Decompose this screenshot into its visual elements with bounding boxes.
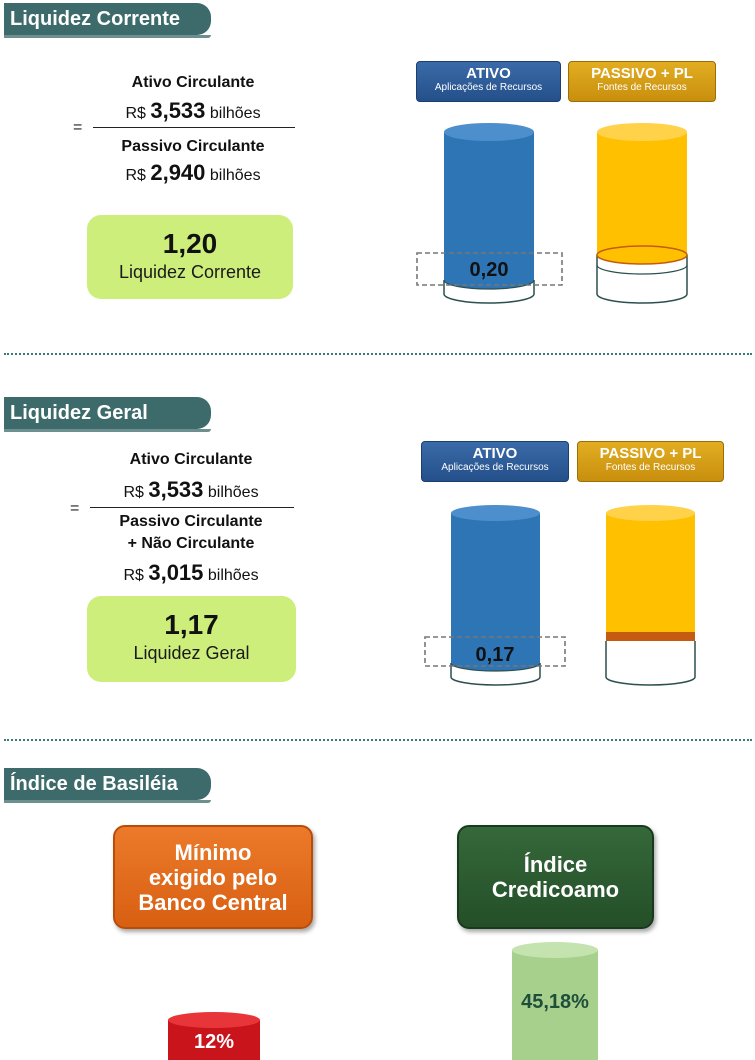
passivo-header: PASSIVO + PL Fontes de Recursos [568, 61, 716, 102]
result-value: 1,20 [162, 228, 218, 259]
minimo-cylinder: 12% [168, 1012, 260, 1060]
result-caption: Liquidez Corrente [118, 262, 262, 282]
ativo-title: ATIVO [472, 445, 518, 462]
unit-label: bilhões [209, 167, 261, 184]
denominator-label-2: + Não Circulante [127, 535, 255, 552]
ativo-cylinder [450, 505, 541, 686]
currency-prefix: R$ [123, 484, 144, 501]
denominator-label-1: Passivo Circulante [119, 513, 263, 530]
surplus-label: 0,17 [476, 644, 515, 666]
liquidez-geral-cylinders: 0,17 [424, 505, 696, 686]
surplus-dashed-box [416, 252, 563, 286]
fraction-line [90, 507, 294, 508]
passivo-cylinder [596, 123, 688, 304]
ativo-header: ATIVO Aplicações de Recursos [421, 441, 569, 482]
numerator-label: Ativo Circulante [129, 451, 253, 468]
minimo-exigido-box: Mínimo exigido pelo Banco Central [113, 825, 313, 929]
indice-label: Índice Credicoamo [491, 852, 620, 902]
equals-sign: = [70, 500, 80, 517]
passivo-subtitle: Fontes de Recursos [597, 82, 687, 93]
denominator-value-row: R$ 2,940 bilhões [93, 160, 293, 186]
section-title-liquidez-corrente: Liquidez Corrente [4, 3, 211, 38]
denominator-value: 3,015 [148, 560, 204, 585]
section-title-text: Liquidez Geral [10, 402, 148, 424]
currency-prefix: R$ [125, 105, 146, 122]
denominator-value: 2,940 [150, 160, 206, 185]
surplus-label: 0,20 [470, 259, 509, 281]
liquidez-corrente-cylinders: 0,20 [416, 123, 688, 304]
section-divider [4, 739, 752, 741]
section-divider [4, 353, 752, 355]
ativo-title: ATIVO [466, 65, 511, 82]
unit-label: bilhões [207, 484, 259, 501]
indice-cylinder: 45,18% [512, 942, 598, 1060]
result-box-liquidez-geral: 1,17 Liquidez Geral [87, 596, 296, 682]
denominator-value-row: R$ 3,015 bilhões [90, 560, 292, 586]
ativo-header: ATIVO Aplicações de Recursos [416, 61, 561, 102]
ativo-subtitle: Aplicações de Recursos [434, 82, 543, 93]
unit-label: bilhões [207, 567, 259, 584]
section-title-text: Índice de Basiléia [10, 773, 178, 795]
passivo-cylinder [605, 505, 696, 686]
section-title-liquidez-geral: Liquidez Geral [4, 397, 211, 432]
numerator-value-row: R$ 3,533 bilhões [90, 477, 292, 503]
numerator-value: 3,533 [150, 98, 206, 123]
equals-sign: = [73, 119, 83, 136]
numerator-value: 3,533 [148, 477, 204, 502]
currency-prefix: R$ [123, 567, 144, 584]
indice-credicoamo-box: Índice Credicoamo [457, 825, 654, 929]
surplus-dashed-box [424, 636, 566, 667]
result-caption: Liquidez Geral [133, 643, 250, 663]
section-title-basileia: Índice de Basiléia [4, 768, 211, 803]
numerator-value-row: R$ 3,533 bilhões [93, 98, 293, 124]
unit-label: bilhões [209, 105, 261, 122]
result-box-liquidez-corrente: 1,20 Liquidez Corrente [87, 215, 293, 299]
minimo-label: Mínimo exigido pelo Banco Central [138, 839, 288, 915]
passivo-header: PASSIVO + PL Fontes de Recursos [577, 441, 724, 482]
section-title-text: Liquidez Corrente [10, 8, 181, 30]
passivo-title: PASSIVO + PL [591, 65, 693, 82]
minimo-value: 12% [194, 1031, 234, 1053]
passivo-title: PASSIVO + PL [599, 445, 702, 462]
fraction-line [93, 127, 295, 128]
result-value: 1,17 [164, 609, 219, 640]
passivo-subtitle: Fontes de Recursos [605, 462, 696, 473]
denominator-label: Passivo Circulante [121, 138, 265, 155]
currency-prefix: R$ [125, 167, 146, 184]
indice-value: 45,18% [521, 991, 589, 1013]
numerator-label: Ativo Circulante [131, 74, 255, 91]
ativo-subtitle: Aplicações de Recursos [441, 462, 549, 473]
